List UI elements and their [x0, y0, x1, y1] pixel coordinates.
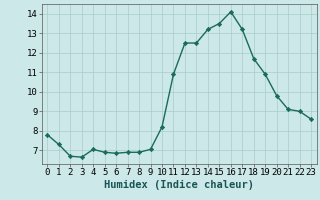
X-axis label: Humidex (Indice chaleur): Humidex (Indice chaleur) — [104, 180, 254, 190]
